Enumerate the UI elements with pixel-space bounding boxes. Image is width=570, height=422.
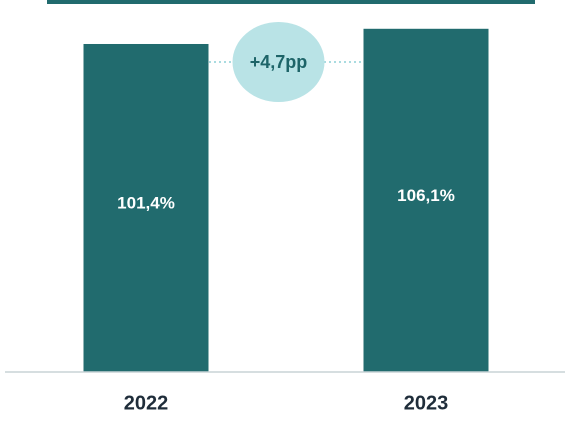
delta-badge: +4,7pp — [232, 22, 325, 102]
delta-badge-bubble — [232, 22, 325, 102]
bars — [83, 28, 489, 373]
data-label-2022: 101,4% — [117, 193, 175, 212]
category-label-2022: 2022 — [124, 392, 169, 414]
labels: 101,4% 2022 106,1% 2023 — [117, 186, 455, 414]
top-band — [47, 0, 535, 4]
bar-2022 — [83, 43, 209, 372]
data-label-2023: 106,1% — [397, 186, 455, 205]
bar-2023 — [363, 28, 489, 373]
category-label-2023: 2023 — [404, 392, 449, 414]
delta-badge-text: +4,7pp — [250, 52, 308, 72]
